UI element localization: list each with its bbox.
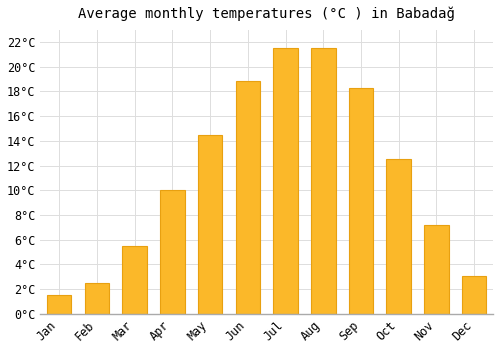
Bar bbox=[236, 82, 260, 314]
Bar bbox=[274, 48, 298, 314]
Bar bbox=[160, 190, 184, 314]
Bar bbox=[47, 295, 72, 314]
Bar bbox=[122, 246, 147, 314]
Bar bbox=[84, 283, 109, 314]
Bar bbox=[424, 225, 448, 314]
Bar bbox=[462, 275, 486, 314]
Bar bbox=[386, 159, 411, 314]
Bar bbox=[311, 48, 336, 314]
Bar bbox=[348, 88, 374, 314]
Title: Average monthly temperatures (°C ) in Babadağ: Average monthly temperatures (°C ) in Ba… bbox=[78, 7, 455, 21]
Bar bbox=[198, 135, 222, 314]
